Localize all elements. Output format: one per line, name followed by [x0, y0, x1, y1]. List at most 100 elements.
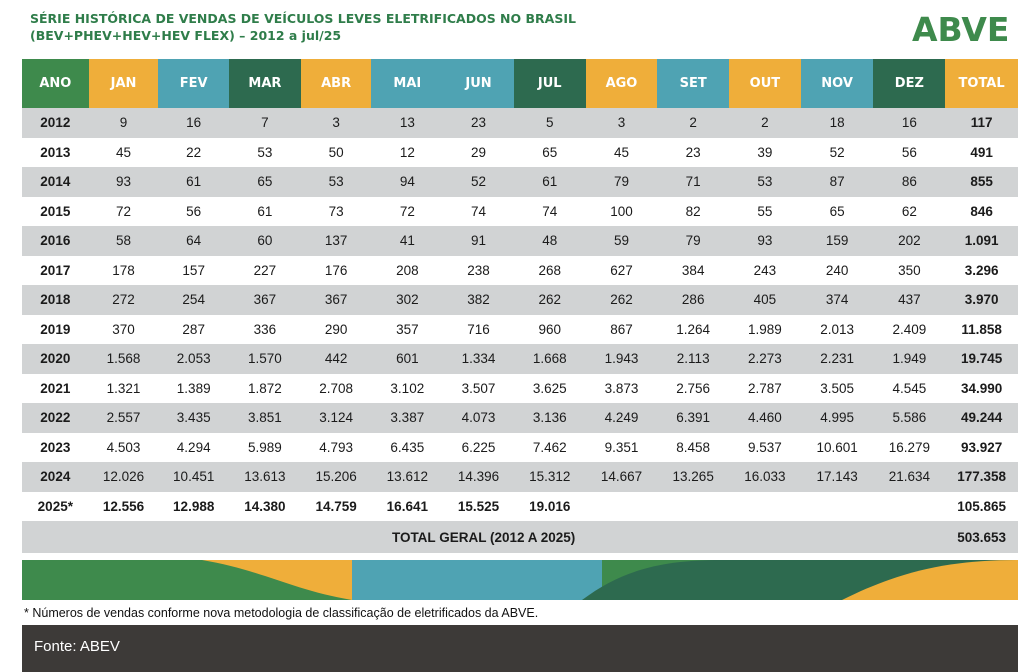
value-cell: 91 [443, 226, 514, 256]
value-cell: 4.545 [873, 373, 946, 403]
year-cell: 2012 [22, 108, 89, 138]
value-cell: 3.851 [229, 403, 301, 433]
value-cell: 3.435 [158, 403, 230, 433]
value-cell: 262 [585, 285, 658, 315]
value-cell: 367 [300, 285, 372, 315]
value-cell: 4.249 [585, 403, 658, 433]
value-cell: 7.462 [513, 432, 586, 462]
value-cell: 1.668 [513, 344, 586, 374]
value-cell: 61 [513, 167, 586, 197]
value-cell: 238 [443, 255, 514, 285]
value-cell: 302 [371, 285, 444, 315]
value-cell: 18 [800, 108, 874, 138]
column-header-jan: JAN [88, 59, 159, 108]
value-cell: 52 [443, 167, 514, 197]
table-row: 2014 93 61 65 53 94 52 61 79 71 53 87 86 855 [22, 167, 1018, 197]
value-cell: 23 [657, 137, 730, 167]
total-cell: 105.865 [945, 491, 1018, 521]
year-cell: 2023 [22, 432, 89, 462]
value-cell: 157 [158, 255, 230, 285]
value-cell: 2.273 [729, 344, 801, 374]
value-cell: 867 [585, 314, 658, 344]
value-cell: 382 [443, 285, 514, 315]
value-cell: 1.389 [158, 373, 230, 403]
value-cell: 159 [800, 226, 874, 256]
value-cell: 12.988 [158, 491, 230, 521]
value-cell: 48 [513, 226, 586, 256]
year-cell: 2016 [22, 226, 89, 256]
value-cell: 272 [88, 285, 159, 315]
logo-text: ABVE [912, 10, 1008, 48]
value-cell: 14.667 [585, 462, 658, 492]
chart-title-line1: SÉRIE HISTÓRICA DE VENDAS DE VEÍCULOS LE… [30, 11, 576, 26]
value-cell: 15.206 [300, 462, 372, 492]
value-cell: 15.525 [443, 491, 514, 521]
total-cell: 11.858 [945, 314, 1018, 344]
year-cell: 2013 [22, 137, 89, 167]
column-header-set: SET [657, 59, 730, 108]
grand-total-label: TOTAL GERAL (2012 A 2025) [22, 521, 946, 553]
value-cell: 367 [229, 285, 301, 315]
value-cell: 56 [873, 137, 946, 167]
source-bar: Fonte: ABEV [22, 625, 1018, 672]
value-cell: 23 [443, 108, 514, 138]
column-header-total: TOTAL [945, 59, 1018, 108]
value-cell: 2.787 [729, 373, 801, 403]
value-cell: 716 [443, 314, 514, 344]
footnote: * Números de vendas conforme nova metodo… [24, 606, 539, 620]
value-cell: 74 [513, 196, 586, 226]
value-cell: 6.391 [657, 403, 730, 433]
year-cell: 2015 [22, 196, 89, 226]
source-text: Fonte: ABEV [34, 638, 120, 655]
value-cell: 243 [729, 255, 801, 285]
year-cell: 2022 [22, 403, 89, 433]
value-cell: 74 [443, 196, 514, 226]
value-cell: 2.557 [88, 403, 159, 433]
total-cell: 19.745 [945, 344, 1018, 374]
value-cell: 290 [300, 314, 372, 344]
value-cell: 45 [88, 137, 159, 167]
value-cell: 254 [158, 285, 230, 315]
value-cell: 60 [229, 226, 301, 256]
value-cell: 12.026 [88, 462, 159, 492]
value-cell: 7 [229, 108, 301, 138]
value-cell: 2.113 [657, 344, 730, 374]
value-cell: 59 [585, 226, 658, 256]
table-row: 2022 2.557 3.435 3.851 3.124 3.387 4.073 3.136 4… [22, 403, 1018, 433]
total-cell: 49.244 [945, 403, 1018, 433]
value-cell: 357 [371, 314, 444, 344]
value-cell: 72 [88, 196, 159, 226]
value-cell: 374 [800, 285, 874, 315]
value-cell: 336 [229, 314, 301, 344]
value-cell: 178 [88, 255, 159, 285]
value-cell: 16 [158, 108, 230, 138]
column-header-jun: JUN [443, 59, 514, 108]
value-cell: 82 [657, 196, 730, 226]
value-cell: 287 [158, 314, 230, 344]
year-cell: 2019 [22, 314, 89, 344]
value-cell [729, 491, 801, 521]
value-cell: 100 [585, 196, 658, 226]
value-cell: 286 [657, 285, 730, 315]
year-cell: 2021 [22, 373, 89, 403]
value-cell: 87 [800, 167, 874, 197]
value-cell: 93 [729, 226, 801, 256]
value-cell: 13.265 [657, 462, 730, 492]
value-cell: 405 [729, 285, 801, 315]
value-cell: 29 [443, 137, 514, 167]
value-cell: 6.225 [443, 432, 514, 462]
value-cell: 65 [513, 137, 586, 167]
total-cell: 117 [945, 108, 1018, 138]
value-cell: 627 [585, 255, 658, 285]
total-cell: 855 [945, 167, 1018, 197]
value-cell: 262 [513, 285, 586, 315]
value-cell: 39 [729, 137, 801, 167]
value-cell: 62 [873, 196, 946, 226]
table-row: 2016 58 64 60 137 41 91 48 59 79 93 159 202 1.091 [22, 226, 1018, 256]
table-row: 2021 1.321 1.389 1.872 2.708 3.102 3.507 3.625 3… [22, 373, 1018, 403]
value-cell: 3.124 [300, 403, 372, 433]
value-cell: 65 [229, 167, 301, 197]
value-cell: 22 [158, 137, 230, 167]
value-cell: 16.033 [729, 462, 801, 492]
value-cell: 12.556 [88, 491, 159, 521]
